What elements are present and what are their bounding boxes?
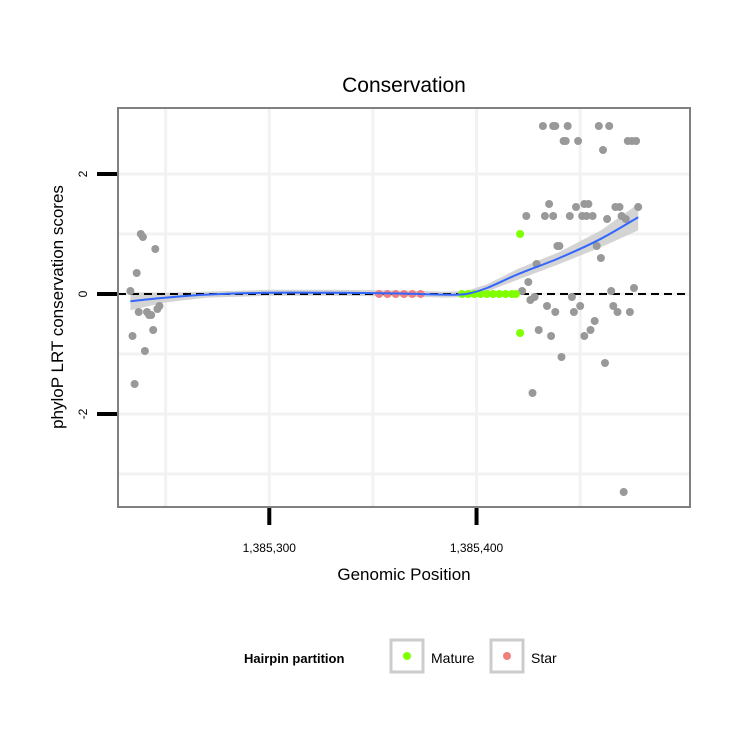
legend-label-star: Star bbox=[531, 650, 557, 666]
data-point-other bbox=[572, 203, 580, 211]
data-point-other bbox=[530, 293, 539, 301]
data-point-other bbox=[140, 347, 149, 355]
data-point-other bbox=[619, 488, 628, 496]
data-point-other bbox=[126, 287, 135, 295]
data-point-mature bbox=[516, 329, 525, 337]
data-point-other bbox=[534, 326, 543, 334]
data-point-mature bbox=[495, 290, 504, 298]
legend-mature-dot bbox=[403, 652, 411, 660]
data-point-other bbox=[584, 200, 593, 208]
data-point-other bbox=[586, 326, 595, 334]
data-point-other bbox=[555, 242, 564, 250]
data-point-other bbox=[147, 311, 156, 319]
data-point-other bbox=[632, 137, 641, 145]
data-point-mature bbox=[482, 290, 491, 298]
data-point-other bbox=[565, 212, 574, 220]
data-point-mature bbox=[516, 230, 525, 238]
data-point-other bbox=[590, 317, 599, 325]
data-point-other bbox=[134, 308, 143, 316]
data-point-mature bbox=[489, 290, 498, 298]
x-tick-label: 1,385,400 bbox=[450, 541, 504, 555]
data-point-other bbox=[607, 287, 616, 295]
data-point-other bbox=[592, 242, 601, 250]
data-point-other bbox=[615, 203, 624, 211]
data-point-other bbox=[621, 215, 630, 223]
data-points bbox=[126, 122, 643, 496]
data-point-other bbox=[538, 122, 547, 130]
data-point-other bbox=[599, 146, 607, 154]
x-axis-title: Genomic Position bbox=[337, 565, 470, 584]
data-point-other bbox=[563, 122, 572, 130]
data-point-other bbox=[596, 254, 605, 262]
data-point-other bbox=[128, 332, 137, 340]
data-point-other bbox=[630, 284, 638, 292]
chart-title: Conservation bbox=[342, 74, 466, 97]
data-point-other bbox=[625, 308, 634, 316]
data-point-other bbox=[576, 302, 585, 310]
data-point-mature bbox=[476, 290, 485, 298]
data-point-mature bbox=[511, 290, 520, 298]
x-tick-label: 1,385,300 bbox=[243, 541, 297, 555]
data-point-other bbox=[549, 212, 558, 220]
data-point-other bbox=[588, 212, 597, 220]
legend-title: Hairpin partition bbox=[244, 651, 344, 666]
data-point-other bbox=[547, 332, 556, 340]
data-point-other bbox=[149, 326, 158, 334]
data-point-other bbox=[540, 212, 549, 220]
data-point-other bbox=[603, 215, 612, 223]
data-point-other bbox=[543, 302, 551, 310]
data-point-other bbox=[551, 308, 560, 316]
data-point-other bbox=[551, 122, 560, 130]
data-point-other bbox=[613, 308, 622, 316]
data-point-other bbox=[138, 233, 147, 241]
data-point-other bbox=[151, 245, 160, 253]
data-point-other bbox=[561, 137, 570, 145]
data-point-other bbox=[580, 332, 589, 340]
data-point-other bbox=[545, 200, 554, 208]
data-point-other bbox=[132, 269, 141, 277]
data-point-other bbox=[528, 389, 537, 397]
grid-lines bbox=[118, 108, 690, 507]
data-point-other bbox=[130, 380, 139, 388]
data-point-other bbox=[569, 308, 578, 316]
data-point-other bbox=[522, 212, 531, 220]
data-point-other bbox=[557, 353, 566, 361]
smooth-trend-line bbox=[130, 216, 639, 303]
legend-star-dot bbox=[503, 652, 511, 660]
data-point-other bbox=[524, 278, 533, 286]
data-point-other bbox=[518, 287, 527, 295]
data-point-other bbox=[155, 302, 164, 310]
panel-border bbox=[117, 107, 691, 508]
data-point-other bbox=[605, 122, 614, 130]
y-tick-label: 0 bbox=[76, 290, 90, 297]
data-point-other bbox=[582, 212, 591, 220]
axes: 1,385,300 1,385,400 -2 0 2 bbox=[76, 170, 504, 555]
legend: Hairpin partition Mature Star bbox=[244, 638, 557, 674]
y-tick-label: -2 bbox=[76, 408, 90, 419]
data-point-other bbox=[574, 137, 583, 145]
data-point-other bbox=[609, 302, 618, 310]
data-point-other bbox=[601, 359, 609, 367]
confidence-ribbon bbox=[130, 204, 639, 311]
y-axis-title: phyloP LRT conservation scores bbox=[48, 185, 67, 429]
data-point-mature bbox=[501, 290, 510, 298]
data-point-other bbox=[567, 293, 576, 301]
legend-label-mature: Mature bbox=[431, 650, 475, 666]
confidence-ribbon-layer bbox=[130, 204, 639, 311]
data-point-other bbox=[634, 203, 643, 211]
data-point-other bbox=[594, 122, 603, 130]
y-tick-label: 2 bbox=[76, 170, 90, 177]
